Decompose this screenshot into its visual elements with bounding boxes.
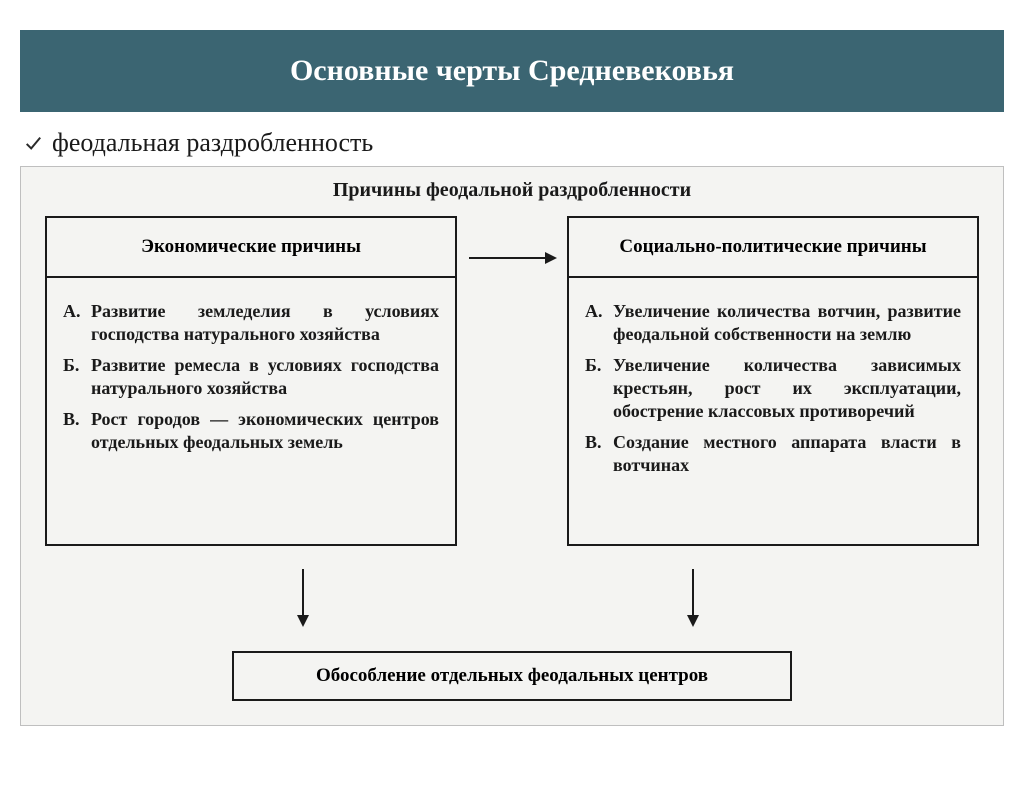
list-item: Б. Увеличение количества зависимых крест… <box>585 354 961 423</box>
cause-boxes-row: Экономические причины А. Развитие землед… <box>45 216 979 546</box>
slide-header: Основные черты Средневековья <box>20 30 1004 112</box>
item-text: Развитие ремесла в условиях господства н… <box>91 354 439 400</box>
diagram-title: Причины феодальной раздробленности <box>45 179 979 202</box>
subtitle-row: феодальная раздробленность <box>24 128 1000 158</box>
subtitle-text: феодальная раздробленность <box>52 128 373 158</box>
slide-title: Основные черты Средневековья <box>290 54 734 87</box>
list-item: А. Развитие земледелия в условиях господ… <box>63 300 439 346</box>
arrow-down-left-icon <box>291 567 315 627</box>
item-label: В. <box>63 408 83 454</box>
item-text: Рост городов — экономических центров отд… <box>91 408 439 454</box>
social-political-cause-box: Социально-политические причины А. Увелич… <box>567 216 979 546</box>
result-text: Обособление отдельных феодальных центров <box>316 665 708 686</box>
item-label: Б. <box>585 354 605 423</box>
item-label: А. <box>63 300 83 346</box>
list-item: Б. Развитие ремесла в условиях господств… <box>63 354 439 400</box>
list-item: В. Рост городов — экономических центров … <box>63 408 439 454</box>
arrow-right-icon <box>467 246 557 270</box>
item-label: В. <box>585 431 605 477</box>
item-label: А. <box>585 300 605 346</box>
diagram-container: Причины феодальной раздробленности Эконо… <box>20 166 1004 726</box>
item-text: Увеличение количества зависимых крестьян… <box>613 354 961 423</box>
check-icon <box>24 134 42 152</box>
item-label: Б. <box>63 354 83 400</box>
social-box-body: А. Увеличение количества вотчин, развити… <box>569 278 977 501</box>
arrow-down-right-icon <box>681 567 705 627</box>
item-text: Развитие земледелия в условиях господств… <box>91 300 439 346</box>
item-text: Создание местного аппарата власти в вотч… <box>613 431 961 477</box>
economic-box-body: А. Развитие земледелия в условиях господ… <box>47 278 455 478</box>
list-item: А. Увеличение количества вотчин, развити… <box>585 300 961 346</box>
list-item: В. Создание местного аппарата власти в в… <box>585 431 961 477</box>
social-box-header: Социально-политические причины <box>569 218 977 278</box>
economic-box-header: Экономические причины <box>47 218 455 278</box>
economic-cause-box: Экономические причины А. Развитие землед… <box>45 216 457 546</box>
result-box: Обособление отдельных феодальных центров <box>232 651 792 701</box>
item-text: Увеличение количества вотчин, развитие ф… <box>613 300 961 346</box>
